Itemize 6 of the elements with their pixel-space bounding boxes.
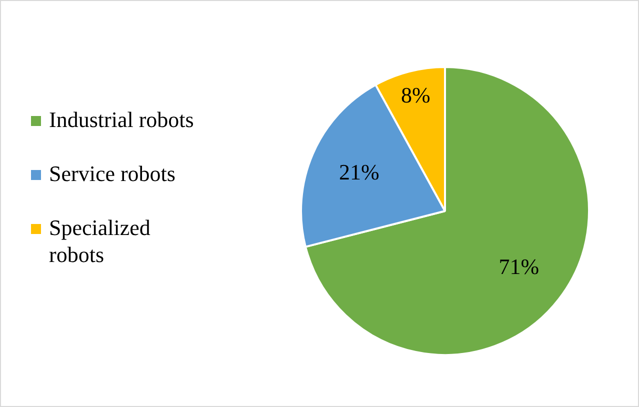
data-label: 71% — [498, 254, 540, 280]
legend-label: Industrial robots — [49, 106, 195, 133]
data-label: 8% — [400, 82, 430, 108]
legend-label: Service robots — [49, 160, 176, 187]
legend-label: Specialized robots — [49, 214, 152, 268]
data-label: 21% — [338, 160, 380, 185]
